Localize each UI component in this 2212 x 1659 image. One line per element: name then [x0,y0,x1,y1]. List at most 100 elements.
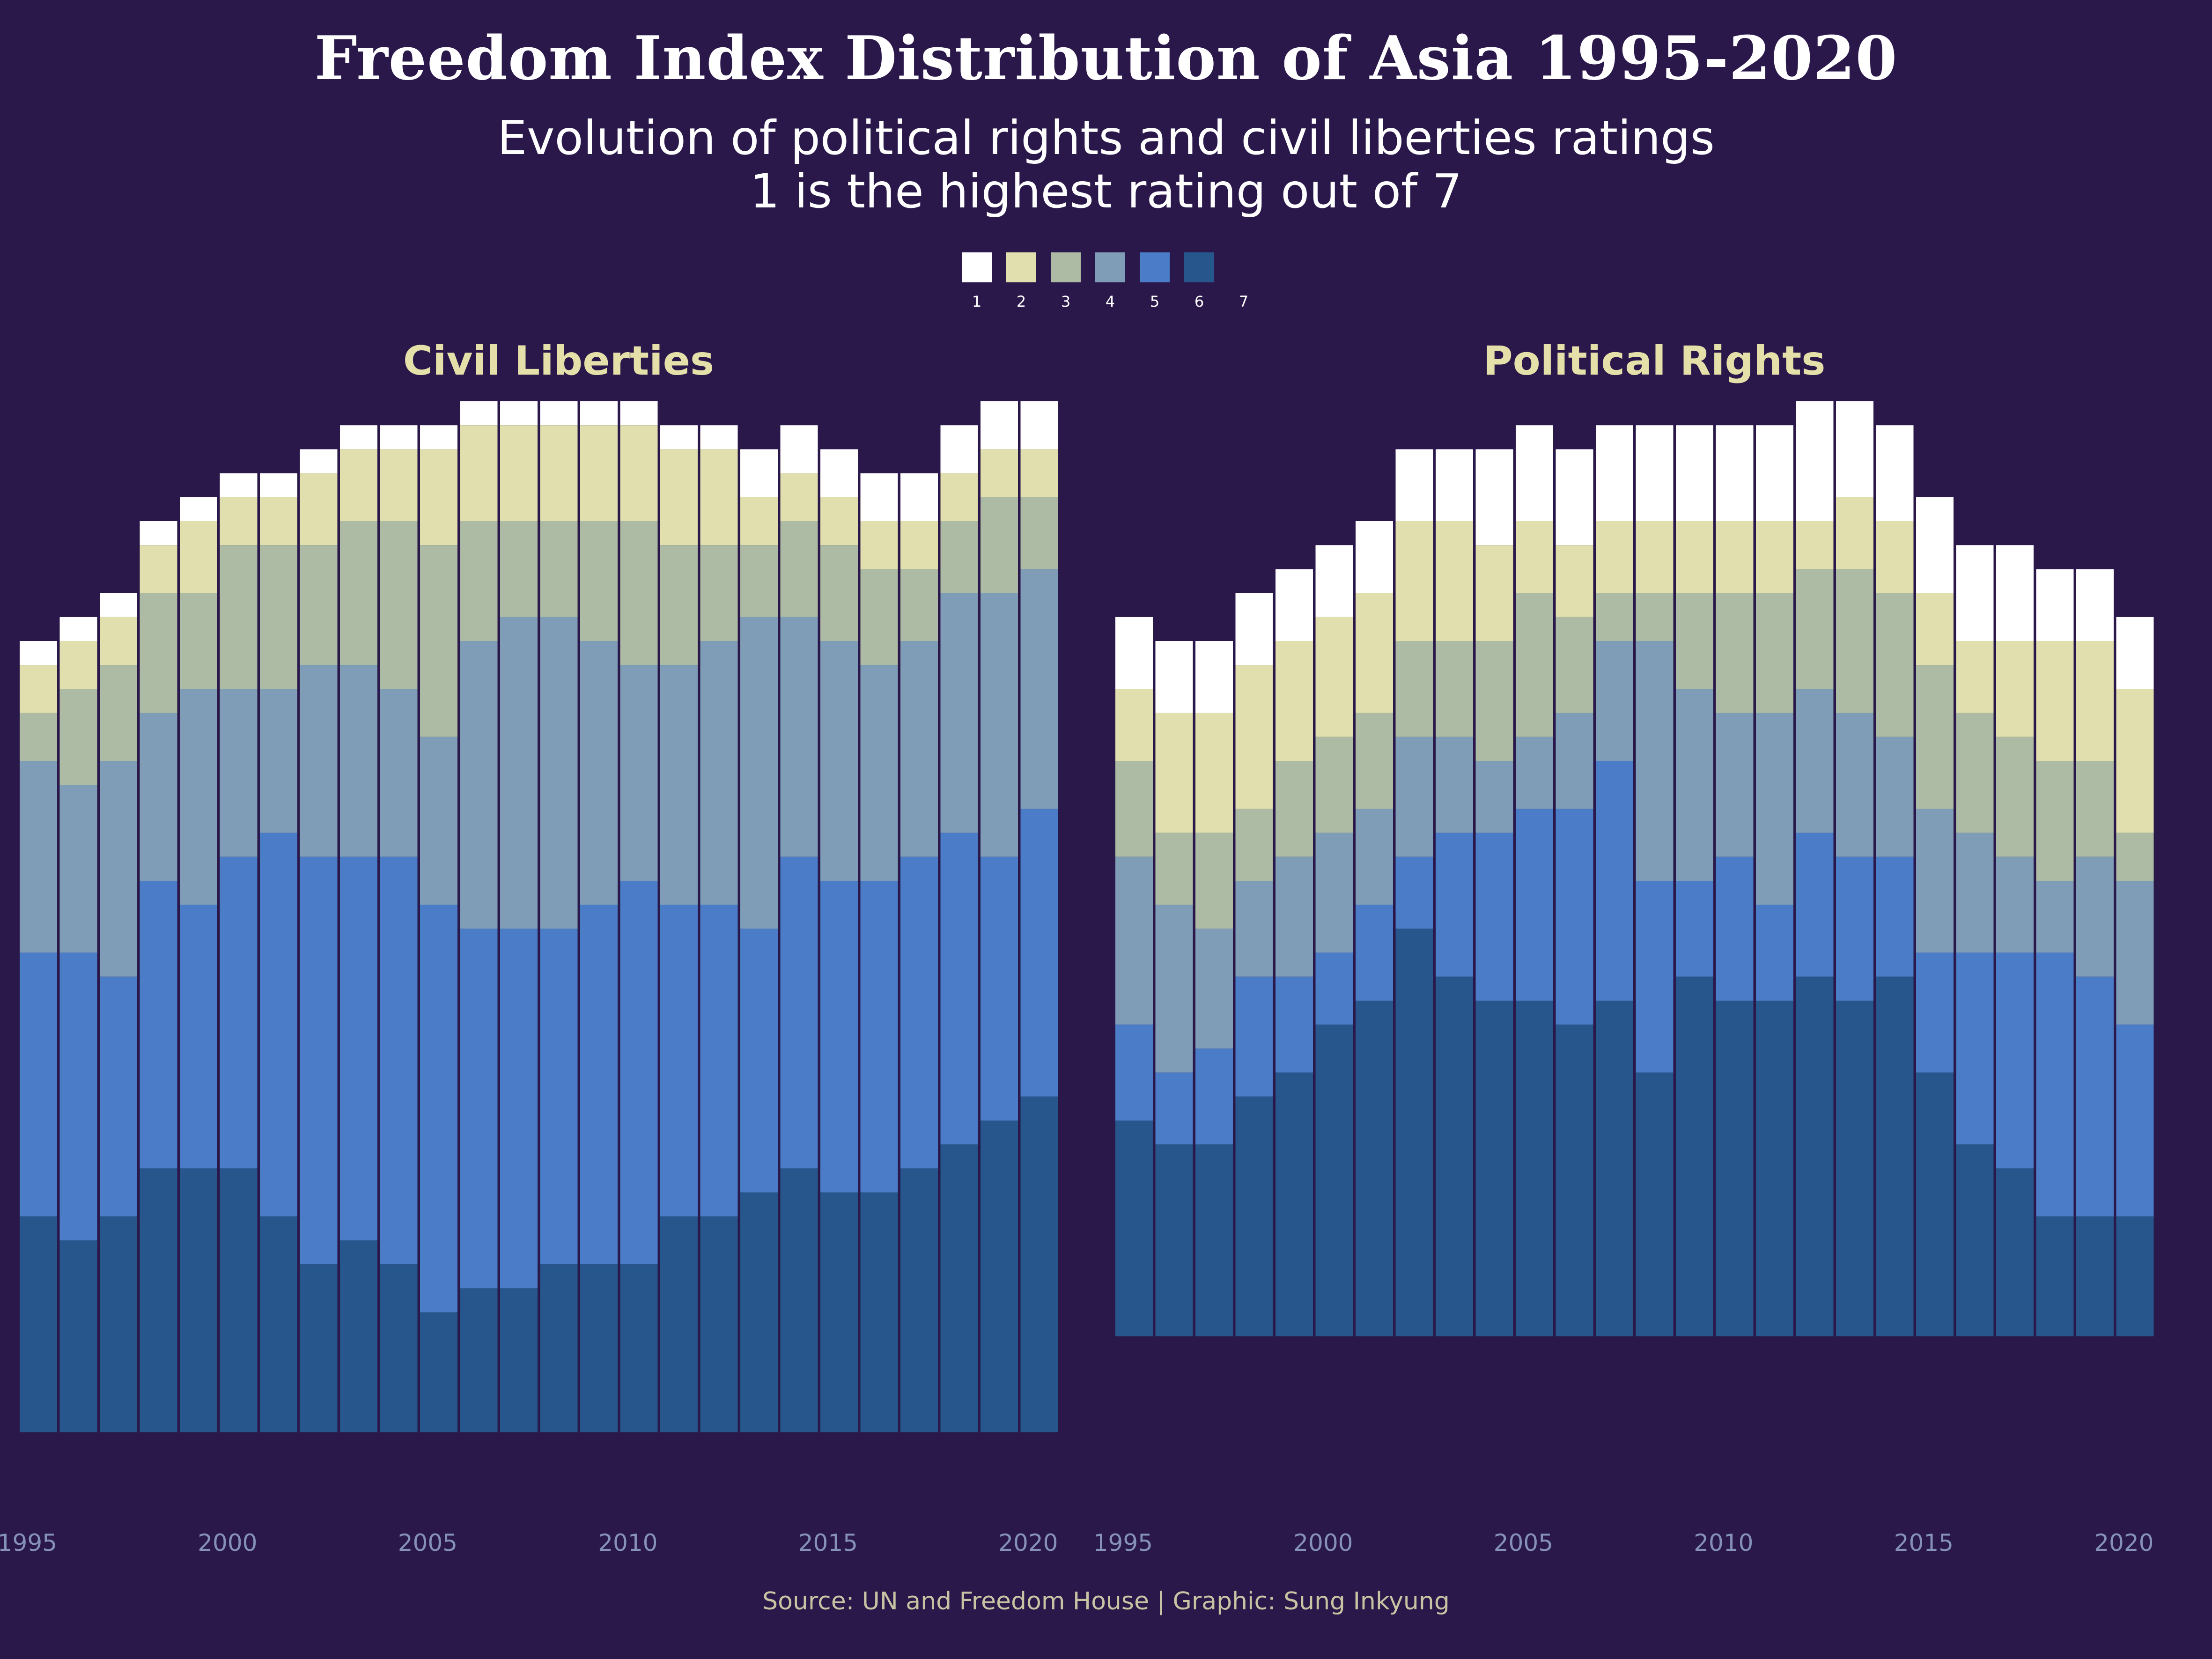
legend-swatch-1 [962,252,992,282]
bar-civil-liberties-2003-rating-5 [340,856,377,1240]
bar-civil-liberties-2009-rating-1 [580,401,618,426]
bar-political-rights-2008-rating-3 [1636,593,1674,641]
bar-political-rights-2005-rating-6 [1516,1001,1553,1336]
bar-political-rights-1996-rating-6 [1155,1144,1193,1336]
bar-civil-liberties-1997-rating-4 [100,761,137,977]
bar-civil-liberties-2014-rating-2 [780,473,818,521]
bar-political-rights-2013-rating-6 [1836,1001,1873,1336]
bar-political-rights-1997-rating-5 [1195,1048,1233,1145]
bar-civil-liberties-2003-rating-2 [340,449,377,521]
x-tick-civil-liberties-1995: 1995 [0,1529,57,1556]
bar-political-rights-2005-rating-4 [1516,737,1553,809]
bar-political-rights-2016-rating-6 [1956,1144,1994,1336]
bar-civil-liberties-2018-rating-4 [940,593,978,833]
bar-civil-liberties-1998-rating-5 [140,881,177,1169]
bar-civil-liberties-2002-rating-4 [300,665,338,857]
x-tick-civil-liberties-2010: 2010 [598,1529,657,1556]
bar-civil-liberties-2016-rating-2 [860,521,898,569]
bar-civil-liberties-2019-rating-3 [981,497,1018,593]
bar-civil-liberties-1995-rating-3 [20,713,57,761]
bar-civil-liberties-2009-rating-5 [580,905,618,1265]
bar-political-rights-2019-rating-3 [2076,761,2114,857]
bar-civil-liberties-2019-rating-1 [981,401,1018,450]
bar-civil-liberties-2018-rating-6 [940,1144,978,1432]
bar-civil-liberties-2002-rating-3 [300,545,338,665]
bar-civil-liberties-2001-rating-1 [260,473,297,497]
bar-civil-liberties-2002-rating-1 [300,449,338,473]
bar-civil-liberties-2005-rating-3 [420,545,457,737]
bar-civil-liberties-2003-rating-6 [340,1240,377,1432]
bar-civil-liberties-2018-rating-5 [940,833,978,1145]
bar-political-rights-2001-rating-4 [1356,809,1393,905]
bar-political-rights-2009-rating-4 [1676,689,1713,881]
bar-civil-liberties-2005-rating-5 [420,905,457,1312]
bar-civil-liberties-1998-rating-4 [140,713,177,881]
bar-civil-liberties-2010-rating-2 [620,425,658,521]
bar-civil-liberties-2020-rating-6 [1020,1096,1058,1432]
bar-political-rights-2019-rating-4 [2076,856,2114,977]
bar-political-rights-2012-rating-5 [1796,833,1834,977]
bar-civil-liberties-2015-rating-5 [820,881,858,1193]
bar-political-rights-2020-rating-1 [2116,617,2154,689]
legend-swatch-4 [1095,252,1125,282]
bar-political-rights-2008-rating-5 [1636,881,1674,1073]
bar-political-rights-2000-rating-2 [1315,617,1353,737]
bar-civil-liberties-2014-rating-3 [780,521,818,617]
x-tick-political-rights-1995: 1995 [1093,1529,1153,1556]
x-tick-political-rights-2010: 2010 [1694,1529,1753,1556]
bar-civil-liberties-2003-rating-3 [340,521,377,665]
bar-civil-liberties-1996-rating-6 [59,1240,97,1432]
bar-political-rights-2010-rating-3 [1716,593,1754,713]
bar-civil-liberties-2016-rating-6 [860,1192,898,1432]
bar-civil-liberties-2004-rating-6 [380,1264,418,1432]
bar-civil-liberties-1999-rating-6 [180,1168,217,1432]
bar-political-rights-2014-rating-1 [1876,425,1914,521]
bar-civil-liberties-1995-rating-5 [20,952,57,1217]
panel-title-political-rights: Political Rights [1483,338,1826,384]
bar-political-rights-2012-rating-6 [1796,976,1834,1336]
bar-civil-liberties-1996-rating-1 [59,617,97,641]
bar-political-rights-2011-rating-2 [1756,521,1793,593]
bar-political-rights-2015-rating-2 [1916,593,1954,665]
bar-civil-liberties-2011-rating-6 [660,1216,698,1432]
legend-label-5: 5 [1150,293,1159,310]
bar-political-rights-2012-rating-4 [1796,689,1834,833]
bar-political-rights-2010-rating-2 [1716,521,1754,593]
bar-civil-liberties-1999-rating-4 [180,689,217,905]
bar-civil-liberties-1999-rating-5 [180,905,217,1169]
bar-political-rights-2002-rating-5 [1395,856,1433,929]
bar-civil-liberties-2020-rating-5 [1020,809,1058,1097]
bar-civil-liberties-2016-rating-3 [860,569,898,665]
bar-political-rights-2014-rating-5 [1876,856,1914,977]
bar-political-rights-2015-rating-6 [1916,1072,1954,1336]
bar-civil-liberties-2004-rating-5 [380,856,418,1265]
bar-political-rights-1998-rating-1 [1235,593,1273,665]
bar-civil-liberties-2017-rating-3 [900,569,938,641]
bar-political-rights-2014-rating-2 [1876,521,1914,593]
bar-civil-liberties-2016-rating-4 [860,665,898,881]
bar-civil-liberties-1997-rating-3 [100,665,137,761]
bar-political-rights-2007-rating-1 [1596,425,1633,521]
bar-civil-liberties-2006-rating-6 [460,1288,498,1432]
bar-political-rights-2011-rating-1 [1756,425,1793,521]
bar-civil-liberties-1996-rating-4 [59,785,97,953]
bar-political-rights-2002-rating-4 [1395,737,1433,857]
bar-civil-liberties-2016-rating-5 [860,881,898,1193]
bar-civil-liberties-2006-rating-5 [460,929,498,1289]
bar-political-rights-1995-rating-4 [1115,856,1153,1025]
bar-political-rights-2005-rating-3 [1516,593,1553,737]
bar-civil-liberties-2008-rating-6 [540,1264,578,1432]
page-title: Freedom Index Distribution of Asia 1995-… [314,23,1898,94]
source-caption: Source: UN and Freedom House | Graphic: … [762,1587,1450,1615]
bar-political-rights-2017-rating-5 [1996,952,2034,1169]
bar-political-rights-2019-rating-5 [2076,976,2114,1217]
bar-civil-liberties-2006-rating-2 [460,425,498,521]
bar-political-rights-1996-rating-1 [1155,641,1193,713]
bar-political-rights-2006-rating-5 [1556,809,1593,1025]
bar-political-rights-2009-rating-1 [1676,425,1713,521]
bar-civil-liberties-2017-rating-2 [900,521,938,569]
bar-political-rights-2003-rating-3 [1436,641,1473,737]
bar-political-rights-1999-rating-5 [1276,976,1313,1073]
bar-civil-liberties-2006-rating-1 [460,401,498,426]
bar-civil-liberties-2001-rating-3 [260,545,297,689]
